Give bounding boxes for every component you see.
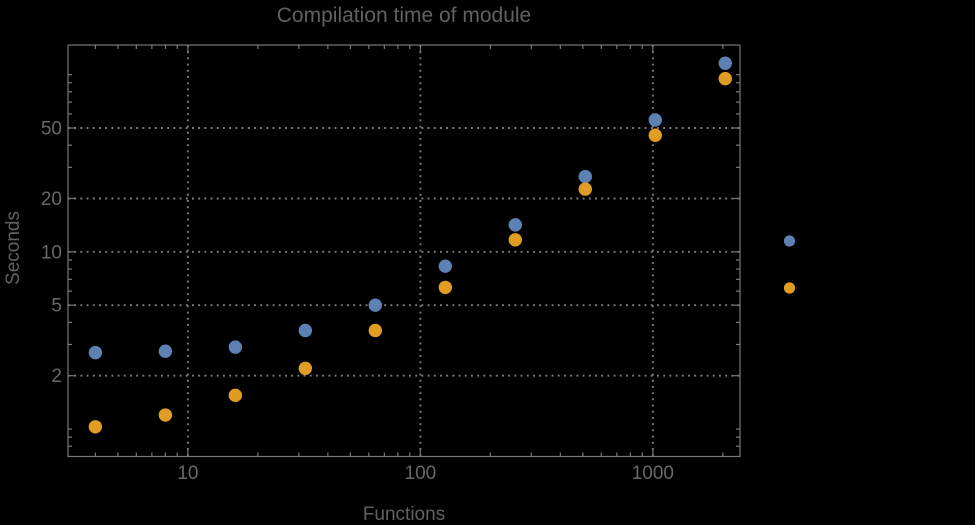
chart-title: Compilation time of module (276, 4, 532, 27)
y-tick-label: 10 (41, 242, 62, 263)
data-point-series-orange (228, 388, 243, 403)
legend-marker-2 (783, 282, 796, 294)
data-point-series-blue (508, 218, 522, 232)
data-point-series-orange (158, 408, 173, 422)
data-point-series-orange (718, 71, 732, 86)
axis-ticks (68, 45, 740, 457)
data-point-series-orange (578, 182, 592, 196)
plot-frame (67, 44, 741, 458)
data-point-series-orange (648, 128, 662, 142)
data-point-series-orange (508, 233, 522, 247)
data-point-series-blue (438, 259, 453, 273)
data-point-series-blue (88, 345, 103, 360)
tick-labels: 10 100 1000 2 5 10 20 50 (41, 118, 674, 484)
data-point-series-blue (578, 169, 592, 184)
data-point-series-blue (158, 344, 173, 358)
legend-marker-1 (783, 235, 796, 247)
x-tick-label: 1000 (632, 463, 674, 484)
legend-markers (783, 235, 796, 294)
y-axis-label-text: Seconds (3, 211, 24, 285)
data-point-series-orange (368, 323, 383, 338)
y-tick-label: 20 (41, 189, 62, 210)
x-axis-label: Functions (362, 504, 446, 525)
data-point-series-blue (368, 298, 383, 312)
x-tick-label: 100 (405, 463, 437, 484)
y-tick-label: 50 (41, 118, 62, 139)
data-point-series-blue (648, 113, 662, 127)
gridlines (68, 45, 740, 457)
x-tick-label: 10 (177, 463, 198, 484)
data-point-series-orange (298, 361, 313, 376)
data-point-series-blue (298, 323, 313, 338)
y-tick-label: 5 (51, 296, 62, 317)
data-point-series-blue (718, 56, 732, 70)
y-tick-label: 2 (51, 366, 62, 387)
data-point-series-blue (228, 340, 243, 354)
data-points (88, 56, 732, 434)
data-point-series-orange (438, 280, 453, 295)
data-point-series-orange (88, 420, 103, 434)
